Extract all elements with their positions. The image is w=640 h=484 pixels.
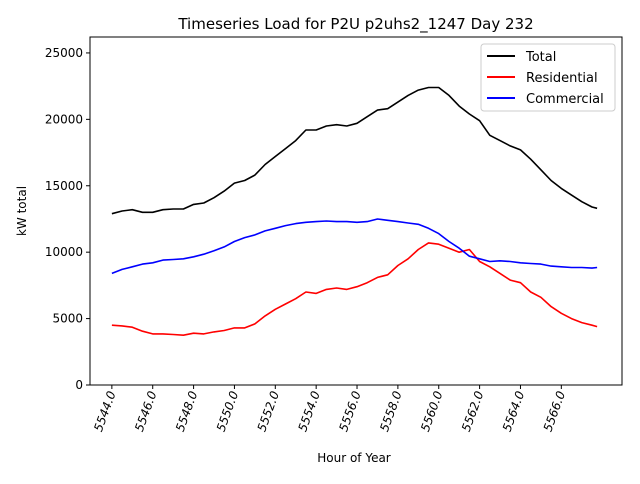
x-tick-label: 5562.0 [459, 389, 487, 434]
x-tick-label: 5558.0 [377, 389, 405, 434]
series-line-residential [111, 242, 598, 337]
x-tick-label: 5556.0 [336, 389, 364, 434]
y-tick-label: 15000 [45, 179, 83, 193]
legend: Total Residential Commercial [480, 43, 616, 112]
y-tick-label: 0 [75, 378, 83, 392]
y-tick-label: 10000 [45, 245, 83, 259]
x-tick-label: 5566.0 [541, 389, 569, 434]
legend-label: Commercial [526, 92, 604, 107]
y-tick-label: 20000 [45, 112, 83, 126]
chart-title: Timeseries Load for P2U p2uhs2_1247 Day … [177, 15, 533, 34]
legend-label: Total [525, 50, 556, 65]
x-tick-label: 5550.0 [214, 389, 242, 434]
series-line-total [111, 86, 598, 215]
y-tick-label: 25000 [45, 46, 83, 60]
x-tick-label: 5546.0 [132, 389, 160, 434]
x-tick-label: 5560.0 [418, 389, 446, 434]
plot-frame [89, 36, 623, 386]
legend-label: Residential [526, 71, 598, 86]
y-tick-label: 5000 [52, 312, 83, 326]
x-axis-label: Hour of Year [317, 451, 391, 465]
x-tick-label: 5544.0 [91, 389, 119, 434]
x-tick-label: 5554.0 [295, 389, 323, 434]
y-axis-label: kW total [15, 186, 29, 236]
x-tick-label: 5564.0 [500, 389, 528, 434]
series-line-commercial [111, 218, 598, 275]
x-tick-label: 5548.0 [173, 389, 201, 434]
legend-box [480, 43, 616, 112]
x-tick-label: 5552.0 [255, 389, 283, 434]
